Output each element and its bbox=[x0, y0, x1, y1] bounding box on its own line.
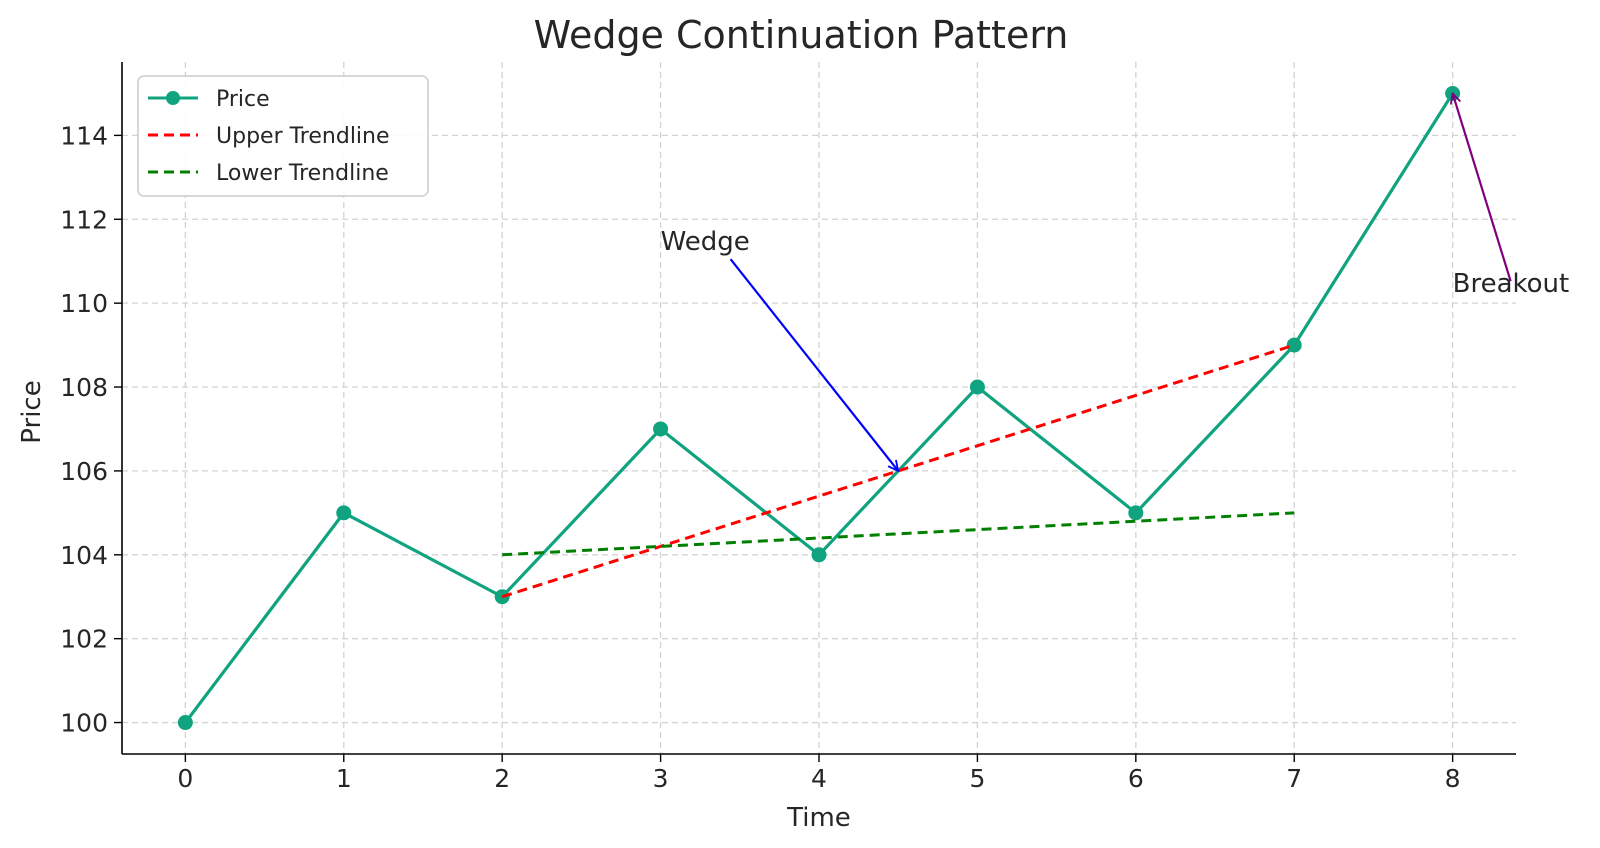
legend: Price Upper Trendline Lower Trendline bbox=[137, 75, 429, 197]
x-tick-label: 6 bbox=[1128, 764, 1144, 793]
annotation-layer: Wedge Breakout bbox=[661, 93, 1570, 471]
x-tick-label: 1 bbox=[336, 764, 352, 793]
x-axis-label: Time bbox=[786, 803, 851, 833]
legend-label: Price bbox=[216, 87, 270, 112]
y-tick-label: 112 bbox=[60, 205, 108, 234]
x-tick-label: 0 bbox=[177, 764, 193, 793]
price-point bbox=[811, 547, 827, 563]
x-tick-label: 4 bbox=[811, 764, 827, 793]
price-point bbox=[336, 505, 352, 521]
series-line-lower-trendline bbox=[502, 511, 1295, 557]
y-tick-label: 100 bbox=[60, 709, 108, 738]
annotation-arrow bbox=[729, 258, 899, 471]
y-tick-label: 108 bbox=[60, 373, 108, 402]
legend-label: Upper Trendline bbox=[216, 124, 390, 149]
legend-swatch-marker bbox=[166, 91, 180, 105]
x-tick-label: 2 bbox=[494, 764, 510, 793]
x-tick-label: 8 bbox=[1445, 764, 1461, 793]
series-line-upper-trendline bbox=[501, 343, 1295, 599]
x-tick-label: 3 bbox=[653, 764, 669, 793]
x-tick-label: 5 bbox=[969, 764, 985, 793]
ticks: 0 1 2 3 4 5 6 7 8 100 102 104 106 108 110 112 114 bbox=[60, 121, 1460, 793]
price-point bbox=[177, 715, 193, 731]
legend-box bbox=[137, 75, 429, 197]
y-tick-label: 102 bbox=[60, 625, 108, 654]
price-point bbox=[1128, 505, 1144, 521]
y-tick-label: 110 bbox=[60, 289, 108, 318]
annotation-label: Breakout bbox=[1453, 269, 1570, 299]
y-tick-label: 106 bbox=[60, 457, 108, 486]
annotation-label: Wedge bbox=[661, 227, 750, 257]
price-point bbox=[1286, 337, 1302, 353]
legend-label: Lower Trendline bbox=[216, 161, 389, 186]
price-point bbox=[969, 379, 985, 395]
price-point bbox=[653, 421, 669, 437]
x-tick-label: 7 bbox=[1286, 764, 1302, 793]
annotation-arrow bbox=[1453, 93, 1512, 282]
y-axis-label: Price bbox=[17, 380, 47, 443]
y-tick-label: 114 bbox=[60, 121, 108, 150]
chart-title: Wedge Continuation Pattern bbox=[534, 13, 1069, 57]
series-layer bbox=[177, 85, 1461, 731]
y-tick-label: 104 bbox=[60, 541, 108, 570]
